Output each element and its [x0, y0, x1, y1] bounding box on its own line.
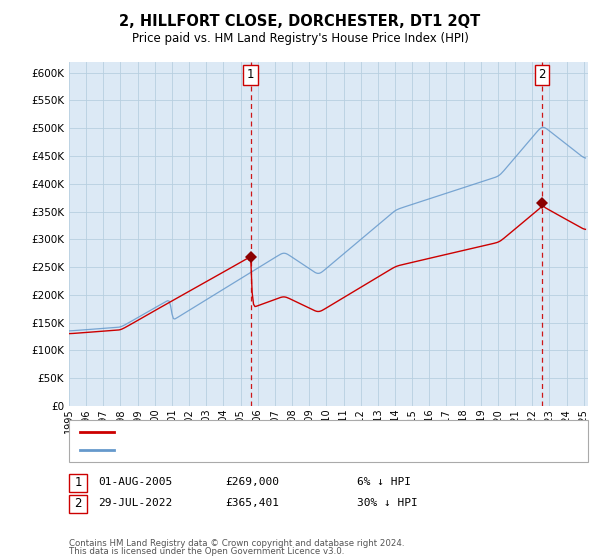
Text: HPI: Average price, detached house, Dorset: HPI: Average price, detached house, Dors…: [119, 445, 358, 455]
Text: £365,401: £365,401: [225, 498, 279, 508]
Text: 30% ↓ HPI: 30% ↓ HPI: [357, 498, 418, 508]
Text: 29-JUL-2022: 29-JUL-2022: [98, 498, 172, 508]
Text: 2: 2: [74, 497, 82, 510]
Text: 2, HILLFORT CLOSE, DORCHESTER, DT1 2QT: 2, HILLFORT CLOSE, DORCHESTER, DT1 2QT: [119, 14, 481, 29]
Text: £269,000: £269,000: [225, 477, 279, 487]
Text: 2: 2: [538, 68, 546, 82]
Text: 1: 1: [247, 68, 254, 82]
Text: Contains HM Land Registry data © Crown copyright and database right 2024.: Contains HM Land Registry data © Crown c…: [69, 539, 404, 548]
Text: 1: 1: [74, 475, 82, 489]
Text: 01-AUG-2005: 01-AUG-2005: [98, 477, 172, 487]
Text: Price paid vs. HM Land Registry's House Price Index (HPI): Price paid vs. HM Land Registry's House …: [131, 32, 469, 45]
Text: 2, HILLFORT CLOSE, DORCHESTER, DT1 2QT (detached house): 2, HILLFORT CLOSE, DORCHESTER, DT1 2QT (…: [119, 427, 460, 437]
Text: 6% ↓ HPI: 6% ↓ HPI: [357, 477, 411, 487]
Text: This data is licensed under the Open Government Licence v3.0.: This data is licensed under the Open Gov…: [69, 547, 344, 556]
